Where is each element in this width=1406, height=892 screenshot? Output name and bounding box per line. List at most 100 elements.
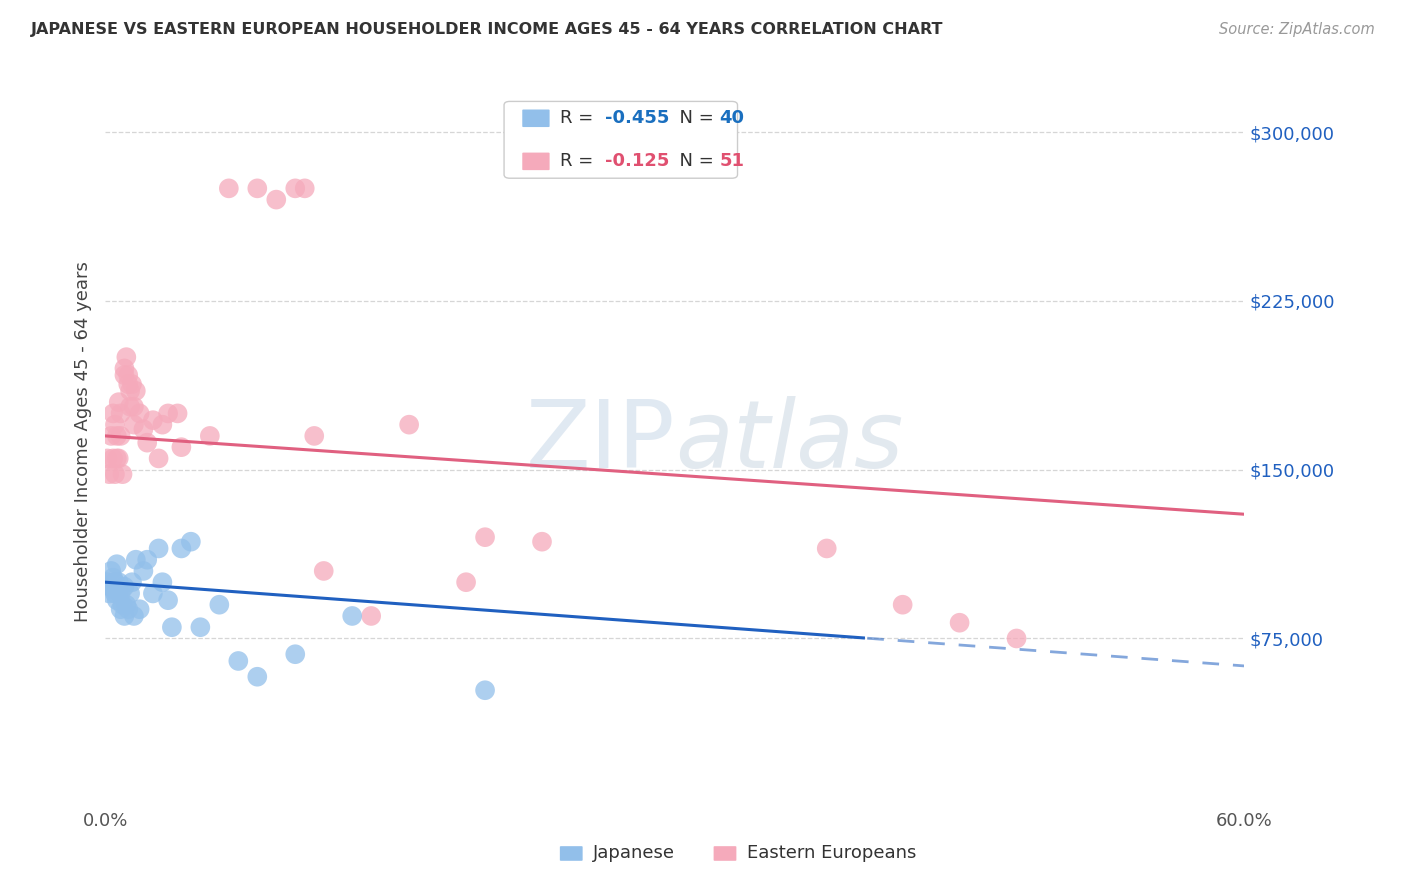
Point (1005, 632, 1028, 646)
Point (100, 429, 122, 443)
Text: ZIP: ZIP (526, 395, 675, 488)
Point (136, 435, 159, 450)
Text: -0.125: -0.125 (606, 153, 669, 170)
Point (107, 575, 129, 590)
Y-axis label: Householder Income Ages 45 - 64 years: Householder Income Ages 45 - 64 years (73, 261, 91, 622)
Text: Source: ZipAtlas.com: Source: ZipAtlas.com (1219, 22, 1375, 37)
Point (218, 181, 240, 195)
Point (148, 451, 170, 466)
Point (104, 467, 127, 482)
Point (105, 593, 128, 607)
Point (121, 377, 143, 392)
Point (110, 586, 132, 600)
Text: -0.455: -0.455 (606, 110, 669, 128)
Point (132, 422, 155, 436)
Point (474, 683, 496, 698)
Point (157, 593, 180, 607)
Point (142, 586, 165, 600)
Text: Japanese: Japanese (593, 845, 675, 863)
Point (101, 571, 124, 585)
Point (188, 620, 212, 634)
Point (117, 602, 139, 616)
Point (114, 368, 135, 383)
Text: atlas: atlas (675, 396, 903, 487)
Point (891, 598, 914, 612)
Point (105, 429, 128, 443)
FancyBboxPatch shape (503, 102, 738, 178)
Point (157, 406, 180, 420)
Point (264, 193, 288, 207)
Point (152, 575, 174, 590)
Point (115, 598, 138, 612)
Point (104, 586, 127, 600)
Point (160, 620, 183, 634)
FancyBboxPatch shape (714, 847, 737, 861)
Point (107, 395, 129, 409)
Text: 40: 40 (720, 110, 744, 128)
Point (136, 552, 159, 566)
Point (198, 429, 221, 443)
Point (122, 609, 145, 624)
Point (101, 582, 124, 596)
Point (340, 609, 363, 624)
Point (111, 598, 134, 612)
Point (166, 406, 188, 420)
Point (284, 647, 307, 661)
Point (125, 384, 148, 398)
Point (107, 451, 129, 466)
Point (170, 541, 193, 556)
Text: 51: 51 (720, 153, 744, 170)
FancyBboxPatch shape (560, 847, 582, 861)
Point (312, 564, 335, 578)
Point (120, 586, 142, 600)
Point (949, 615, 972, 630)
Point (105, 558, 128, 572)
Point (120, 384, 142, 398)
Point (117, 377, 139, 392)
Point (101, 406, 124, 420)
Point (284, 181, 307, 195)
Text: JAPANESE VS EASTERN EUROPEAN HOUSEHOLDER INCOME AGES 45 - 64 YEARS CORRELATION C: JAPANESE VS EASTERN EUROPEAN HOUSEHOLDER… (31, 22, 943, 37)
Point (180, 534, 202, 549)
Point (128, 602, 150, 616)
Point (122, 417, 145, 432)
Point (246, 670, 269, 684)
Point (132, 564, 155, 578)
Point (110, 429, 132, 443)
Point (456, 575, 478, 590)
Point (117, 368, 139, 383)
Text: N =: N = (668, 153, 720, 170)
Point (474, 530, 496, 544)
FancyBboxPatch shape (522, 110, 550, 127)
Point (110, 602, 132, 616)
Point (531, 534, 554, 549)
Point (120, 400, 142, 414)
Point (114, 609, 135, 624)
Point (96, 575, 118, 590)
Point (111, 467, 134, 482)
Point (170, 440, 193, 454)
Point (228, 654, 250, 668)
Point (110, 406, 132, 420)
Point (121, 575, 143, 590)
Point (115, 350, 138, 364)
Point (304, 429, 326, 443)
Point (128, 406, 150, 420)
Point (294, 181, 316, 195)
Point (100, 564, 122, 578)
FancyBboxPatch shape (522, 153, 550, 170)
Point (208, 598, 231, 612)
Text: R =: R = (560, 153, 599, 170)
Point (148, 541, 170, 556)
Point (105, 451, 128, 466)
Point (360, 609, 382, 624)
Text: R =: R = (560, 110, 599, 128)
Point (398, 417, 420, 432)
Point (100, 580, 122, 594)
Text: N =: N = (668, 110, 720, 128)
Point (142, 413, 165, 427)
Point (98, 586, 121, 600)
Point (101, 451, 124, 466)
Point (246, 181, 269, 195)
Text: Eastern Europeans: Eastern Europeans (747, 845, 915, 863)
